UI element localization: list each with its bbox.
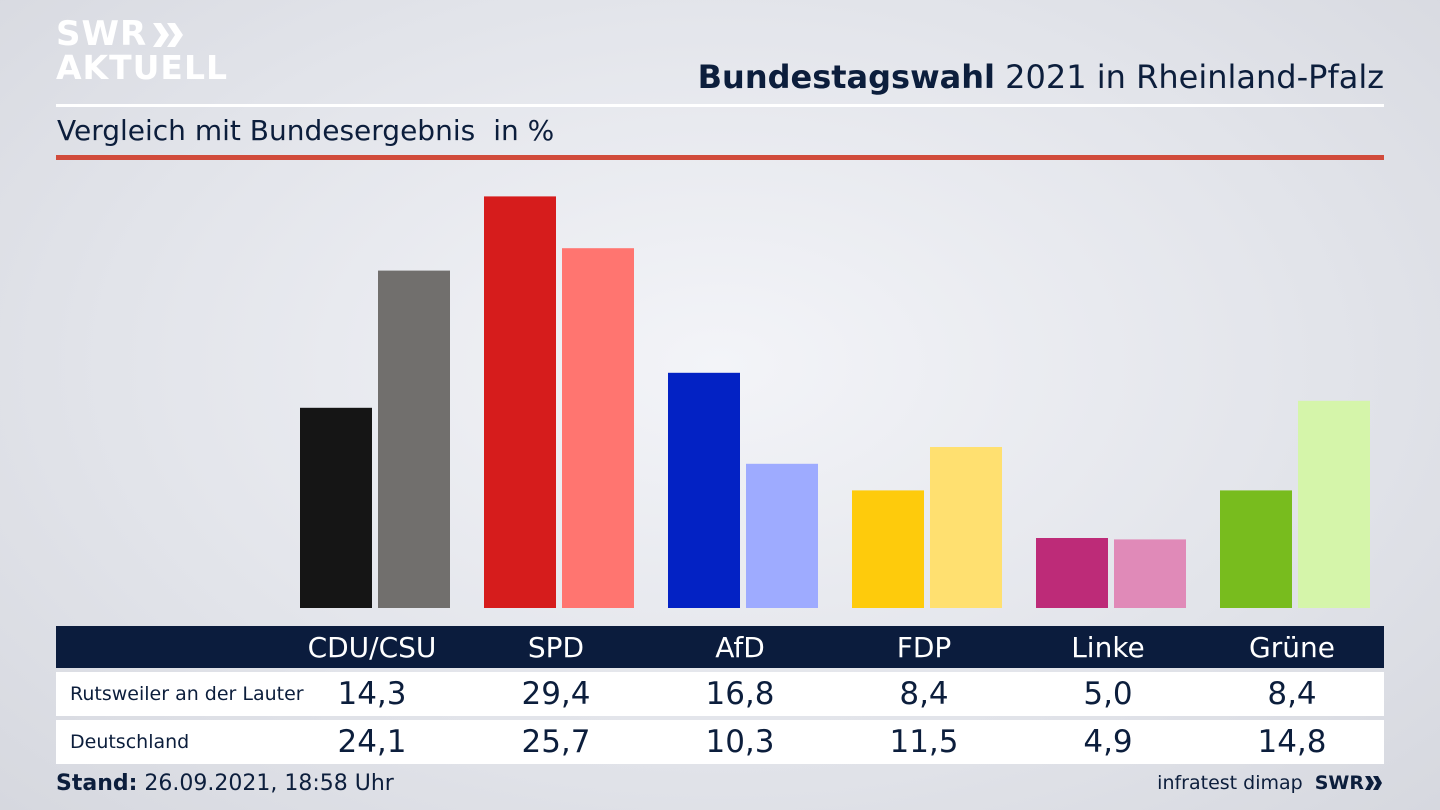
row-label-local: Rutsweiler an der Lauter xyxy=(70,683,304,705)
table-cell: 8,4 xyxy=(1267,676,1317,712)
chart-title: Bundestagswahl 2021 in Rheinland-Pfalz xyxy=(698,58,1384,96)
bar-linke-national xyxy=(1114,539,1186,608)
bar-spd-local xyxy=(484,196,556,608)
table-cell: 11,5 xyxy=(889,724,959,760)
table-cell: 5,0 xyxy=(1083,676,1133,712)
header-divider xyxy=(56,104,1384,107)
table-row: Rutsweiler an der Lauter 14,3 29,4 16,8 … xyxy=(56,672,1384,716)
subtitle-divider xyxy=(56,155,1384,160)
footer-source: infratest dimap SWR xyxy=(1157,772,1384,794)
header-spd: SPD xyxy=(527,630,585,664)
table-cell: 4,9 xyxy=(1083,724,1133,760)
table-cell: 14,8 xyxy=(1257,724,1327,760)
header-gruene: Grüne xyxy=(1249,630,1335,664)
bar-chart xyxy=(300,196,1370,608)
bar-fdp-national xyxy=(930,447,1002,608)
title-rest: 2021 in Rheinland-Pfalz xyxy=(995,58,1384,96)
table-cell: 16,8 xyxy=(705,676,775,712)
timestamp-value: 26.09.2021, 18:58 Uhr xyxy=(137,771,394,796)
logo-swr-text: SWR xyxy=(56,17,228,51)
table-cell: 8,4 xyxy=(899,676,949,712)
chart-subtitle: Vergleich mit Bundesergebnis in % xyxy=(57,114,554,147)
header-afd: AfD xyxy=(715,630,765,664)
bar-gr-ne-national xyxy=(1298,400,1370,608)
table-cell: 14,3 xyxy=(337,676,407,712)
bar-gr-ne-local xyxy=(1220,490,1292,608)
header-linke: Linke xyxy=(1071,630,1145,664)
results-table: CDU/CSU SPD AfD FDP Linke Grüne Rutsweil… xyxy=(56,626,1384,764)
row-label-national: Deutschland xyxy=(70,731,190,753)
bar-fdp-local xyxy=(852,490,924,608)
table-cell: 24,1 xyxy=(337,724,407,760)
timestamp: Stand: 26.09.2021, 18:58 Uhr xyxy=(56,771,394,796)
logo-aktuell-text: AKTUELL xyxy=(56,48,229,87)
bar-spd-national xyxy=(562,248,634,608)
bar-cdu-csu-local xyxy=(300,407,372,608)
swr-brand: SWR xyxy=(1315,772,1384,794)
swr-brand-text: SWR xyxy=(1314,772,1364,794)
source-label: infratest dimap xyxy=(1157,772,1303,794)
subtitle-unit: in % xyxy=(493,114,555,147)
table-cell: 10,3 xyxy=(705,724,775,760)
timestamp-label: Stand: xyxy=(56,771,138,796)
table-cell: 25,7 xyxy=(521,724,591,760)
double-chevron-icon xyxy=(1365,776,1382,790)
bar-afd-local xyxy=(668,372,740,608)
subtitle-text: Vergleich mit Bundesergebnis xyxy=(57,114,476,147)
title-bold: Bundestagswahl xyxy=(697,58,995,96)
table-cell: 29,4 xyxy=(521,676,591,712)
table-header-row: CDU/CSU SPD AfD FDP Linke Grüne xyxy=(56,626,1384,668)
double-chevron-icon xyxy=(153,22,184,47)
bar-linke-local xyxy=(1036,538,1108,608)
header-fdp: FDP xyxy=(896,630,952,664)
table-row: Deutschland 24,1 25,7 10,3 11,5 4,9 14,8 xyxy=(56,720,1384,764)
header-cdu-csu: CDU/CSU xyxy=(307,630,437,664)
swr-aktuell-logo: SWR AKTUELL xyxy=(56,17,229,87)
bar-afd-national xyxy=(746,463,818,608)
bar-cdu-csu-national xyxy=(378,270,450,608)
